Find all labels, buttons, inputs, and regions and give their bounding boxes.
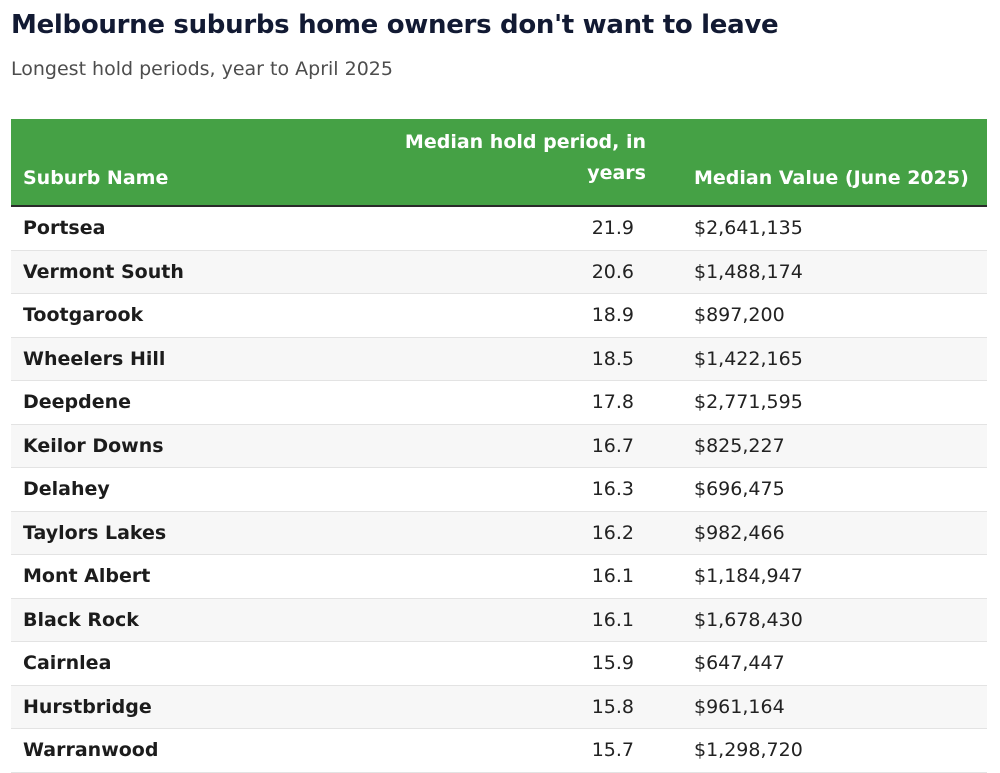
median-value-cell: $2,771,595 [694, 391, 803, 413]
hold-period-cell: 17.8 [591, 391, 634, 413]
table-row: Hurstbridge 15.8 $961,164 [11, 685, 987, 729]
table-row: Black Rock 16.1 $1,678,430 [11, 598, 987, 642]
column-header-suburb[interactable]: Suburb Name [23, 167, 169, 189]
hold-period-cell: 16.1 [591, 608, 634, 631]
suburb-cell: Taylors Lakes [23, 521, 167, 544]
median-value-cell: $825,227 [694, 434, 785, 457]
table-row: Portsea 21.9 $2,641,135 [11, 207, 987, 251]
table-row: Deepdene 17.8 $2,771,595 [11, 381, 987, 425]
suburb-cell: Warranwood [23, 739, 159, 761]
suburb-cell: Portsea [23, 217, 106, 239]
hold-period-cell: 16.1 [591, 565, 634, 587]
column-header-hold-period[interactable]: Median hold period, in years [404, 131, 646, 184]
hold-period-cell: 16.2 [591, 521, 634, 544]
data-table: Suburb Name Median hold period, in years… [11, 119, 987, 773]
table-row: Cairnlea 15.9 $647,447 [11, 642, 987, 686]
suburb-cell: Cairnlea [23, 652, 112, 674]
table-row: Keilor Downs 16.7 $825,227 [11, 424, 987, 468]
hold-period-cell: 18.5 [591, 347, 634, 370]
table-row: Taylors Lakes 16.2 $982,466 [11, 511, 987, 555]
hold-period-cell: 16.7 [591, 434, 634, 457]
suburb-cell: Delahey [23, 478, 110, 500]
table-row: Delahey 16.3 $696,475 [11, 468, 987, 512]
hold-period-cell: 15.7 [591, 739, 634, 761]
suburb-cell: Black Rock [23, 608, 139, 631]
suburb-cell: Wheelers Hill [23, 347, 166, 370]
median-value-cell: $897,200 [694, 304, 785, 326]
suburb-cell: Hurstbridge [23, 695, 152, 718]
column-header-median-value[interactable]: Median Value (June 2025) [694, 167, 969, 189]
hold-period-cell: 21.9 [591, 217, 634, 239]
suburb-cell: Keilor Downs [23, 434, 164, 457]
table-row: Warranwood 15.7 $1,298,720 [11, 729, 987, 773]
suburb-cell: Deepdene [23, 391, 132, 413]
table-row: Mont Albert 16.1 $1,184,947 [11, 555, 987, 599]
median-value-cell: $1,488,174 [694, 260, 803, 283]
suburb-cell: Vermont South [23, 260, 184, 283]
median-value-cell: $961,164 [694, 695, 785, 718]
table-row: Wheelers Hill 18.5 $1,422,165 [11, 337, 987, 381]
median-value-cell: $647,447 [694, 652, 785, 674]
page-subtitle: Longest hold periods, year to April 2025 [11, 58, 393, 80]
hold-period-cell: 15.9 [591, 652, 634, 674]
hold-period-cell: 20.6 [591, 260, 634, 283]
median-value-cell: $1,298,720 [694, 739, 803, 761]
table-row: Tootgarook 18.9 $897,200 [11, 294, 987, 338]
median-value-cell: $1,422,165 [694, 347, 803, 370]
median-value-cell: $2,641,135 [694, 217, 803, 239]
suburb-cell: Tootgarook [23, 304, 144, 326]
table-body: Portsea 21.9 $2,641,135 Vermont South 20.6 $1… [11, 207, 987, 773]
page-title: Melbourne suburbs home owners don't want… [11, 10, 779, 40]
median-value-cell: $696,475 [694, 478, 785, 500]
median-value-cell: $1,184,947 [694, 565, 803, 587]
hold-period-cell: 15.8 [591, 695, 634, 718]
hold-period-cell: 18.9 [591, 304, 634, 326]
median-value-cell: $1,678,430 [694, 608, 803, 631]
median-value-cell: $982,466 [694, 521, 785, 544]
hold-period-cell: 16.3 [591, 478, 634, 500]
table-row: Vermont South 20.6 $1,488,174 [11, 250, 987, 294]
table-header: Suburb Name Median hold period, in years… [11, 119, 987, 207]
suburb-cell: Mont Albert [23, 565, 151, 587]
